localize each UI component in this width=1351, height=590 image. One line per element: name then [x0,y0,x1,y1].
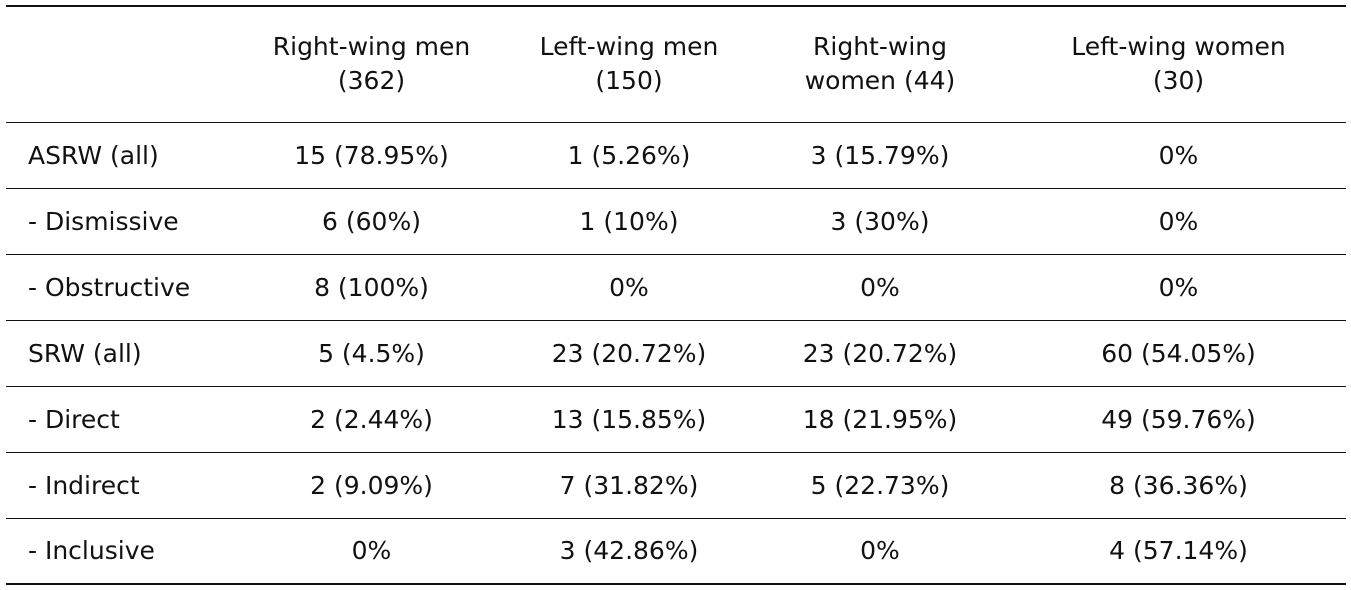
table-cell: 18 (21.95%) [802,404,958,434]
table-cell: 1 (10%) [579,206,679,236]
table-cell: 4 (57.14%) [1109,536,1248,566]
table-header: Right-wing men (362) Left-wing men (150)… [6,6,1346,122]
table-cell: 3 (30%) [830,206,930,236]
header-right-wing-men: Right-wing men (362) [234,6,509,122]
table-cell: 60 (54.05%) [1101,338,1256,368]
table-cell: 0% [609,272,649,302]
table-row: - Inclusive 0% 3 (42.86%) 0% 4 (57.14%) [6,518,1346,584]
table-cell: 8 (100%) [314,272,429,302]
table-cell: 13 (15.85%) [551,404,707,434]
table-cell: 7 (31.82%) [559,470,699,500]
table-cell: 8 (36.36%) [1109,470,1248,500]
table-cell: 23 (20.72%) [802,338,958,368]
header-left-wing-women-line1: Left-wing women [1071,32,1286,62]
table-cell: 23 (20.72%) [551,338,707,368]
header-left-wing-men-line2: (150) [595,66,663,96]
header-left-wing-women: Left-wing women (30) [1011,6,1346,122]
table-cell: 6 (60%) [322,206,421,236]
table-cell: 15 (78.95%) [294,140,449,170]
header-left-wing-men-line1: Left-wing men [539,32,719,62]
table-cell: 0% [1158,140,1199,170]
results-table: Right-wing men (362) Left-wing men (150)… [6,5,1346,585]
header-right-wing-men-line2: (362) [337,66,406,96]
table-cell: 5 (4.5%) [318,338,425,368]
table-cell: 3 (15.79%) [810,140,950,170]
row-label: - Inclusive [28,536,155,566]
table-cell: 0% [860,536,900,566]
header-right-wing-women-line2: women (44) [804,66,956,96]
table-row: ASRW (all) 15 (78.95%) 1 (5.26%) 3 (15.7… [6,122,1346,188]
row-label: - Direct [28,404,120,434]
table-row: - Direct 2 (2.44%) 13 (15.85%) 18 (21.95… [6,386,1346,452]
table-cell: 2 (9.09%) [310,470,433,500]
row-label: SRW (all) [28,338,142,368]
row-label: - Obstructive [28,272,191,302]
table-cell: 1 (5.26%) [567,140,691,170]
header-right-wing-women: Right-wing women (44) [749,6,1011,122]
table-cell: 5 (22.73%) [810,470,950,500]
table-row: SRW (all) 5 (4.5%) 23 (20.72%) 23 (20.72… [6,320,1346,386]
header-left-wing-men: Left-wing men (150) [509,6,749,122]
row-label: ASRW (all) [28,140,159,170]
header-row: Right-wing men (362) Left-wing men (150)… [6,6,1346,122]
table-body: ASRW (all) 15 (78.95%) 1 (5.26%) 3 (15.7… [6,122,1346,584]
table-row: - Indirect 2 (9.09%) 7 (31.82%) 5 (22.73… [6,452,1346,518]
table-row: - Obstructive 8 (100%) 0% 0% 0% [6,254,1346,320]
table-row: - Dismissive 6 (60%) 1 (10%) 3 (30%) 0% [6,188,1346,254]
table-cell: 3 (42.86%) [559,536,699,566]
header-corner [6,6,234,122]
header-right-wing-men-line1: Right-wing men [272,32,471,62]
table-cell: 0% [1158,272,1199,302]
table-cell: 49 (59.76%) [1101,404,1256,434]
table-cell: 0% [860,272,900,302]
header-left-wing-women-line2: (30) [1152,66,1205,96]
table-cell: 2 (2.44%) [310,404,433,434]
header-right-wing-women-line1: Right-wing [813,32,947,62]
table-cell: 0% [1158,206,1199,236]
row-label: - Dismissive [28,206,179,236]
row-label: - Indirect [28,470,140,500]
table-cell: 0% [351,536,392,566]
